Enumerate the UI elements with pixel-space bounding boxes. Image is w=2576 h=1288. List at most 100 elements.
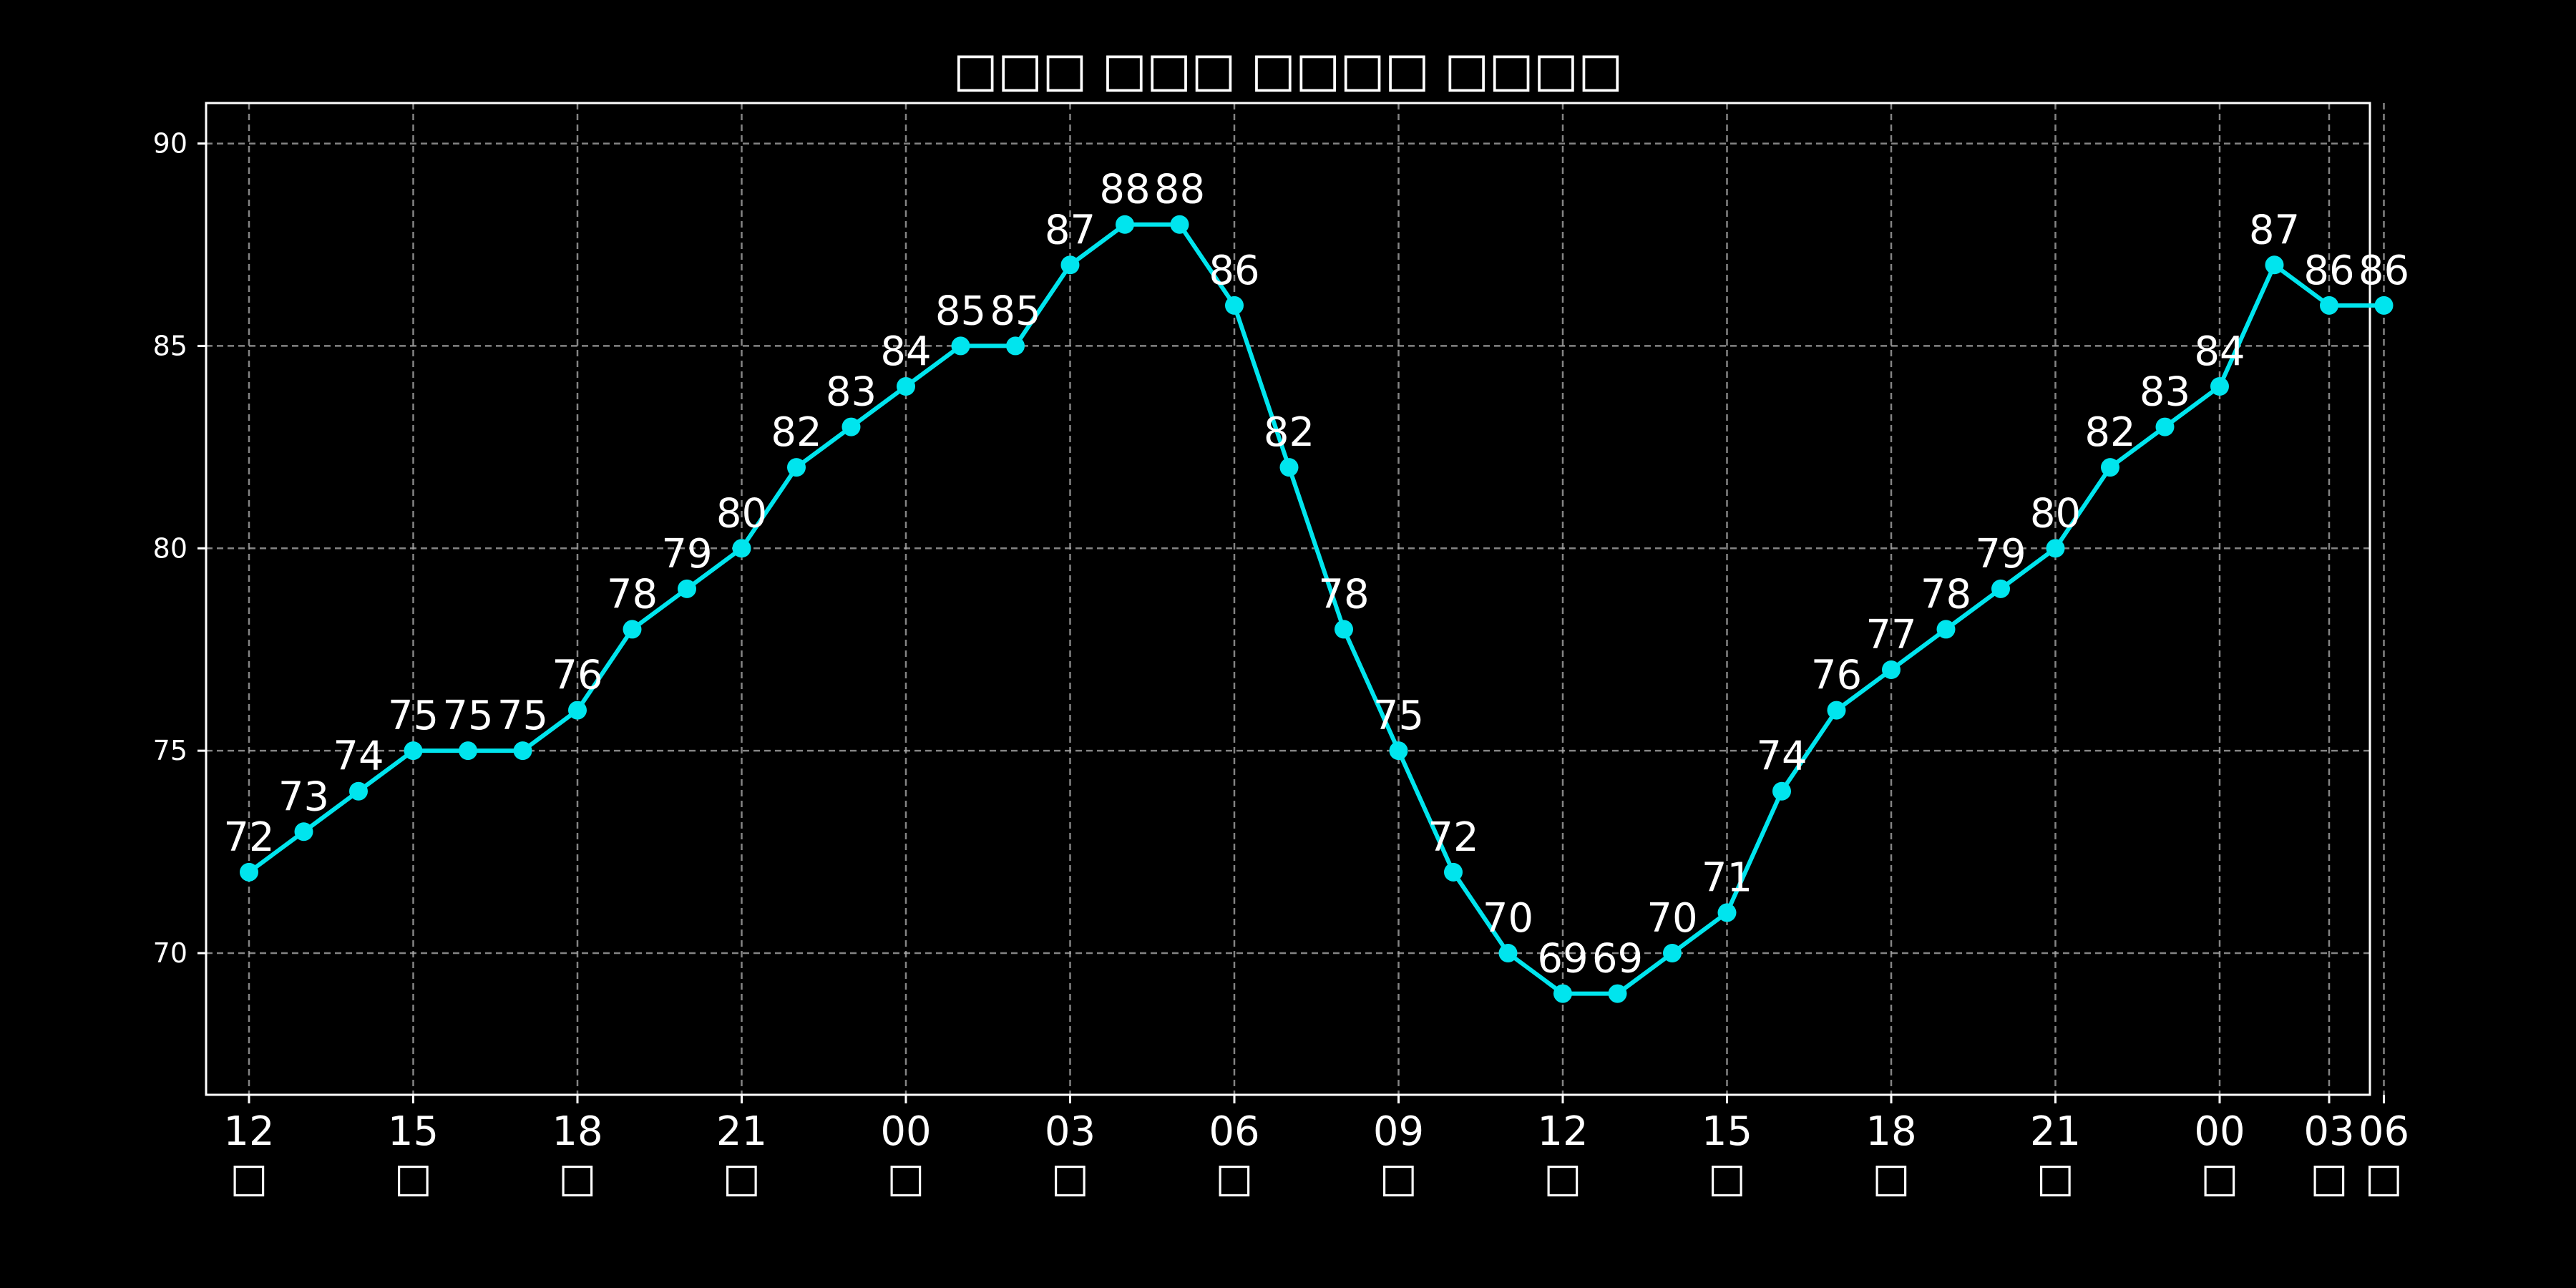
x-tick-sublabel: □	[723, 1155, 761, 1201]
data-label: 72	[1428, 814, 1478, 861]
data-point	[1335, 620, 1353, 639]
y-tick-label: 90	[153, 128, 187, 160]
x-tick-label: 21	[2030, 1108, 2081, 1155]
data-label: 70	[1646, 895, 1697, 942]
data-label: 84	[2194, 328, 2245, 375]
data-label: 83	[826, 369, 877, 416]
x-tick-label: 00	[880, 1108, 931, 1155]
x-tick-sublabel: □	[559, 1155, 597, 1201]
data-point	[1827, 701, 1846, 720]
data-point	[1936, 620, 1956, 639]
data-point	[1444, 862, 1463, 882]
y-tick-label: 75	[153, 735, 187, 766]
data-point	[2374, 296, 2394, 315]
data-point	[240, 862, 258, 882]
x-tick-sublabel: □	[2311, 1155, 2348, 1201]
x-tick-label: 18	[552, 1108, 602, 1155]
x-tick-label: 12	[223, 1108, 274, 1155]
data-label: 85	[935, 288, 986, 334]
data-label: 79	[661, 531, 712, 577]
data-label: 78	[1318, 571, 1369, 618]
data-point	[1116, 215, 1134, 234]
data-label: 73	[278, 774, 329, 820]
data-point	[1882, 660, 1901, 679]
data-point	[1553, 984, 1572, 1003]
x-tick-sublabel: □	[2201, 1155, 2239, 1201]
data-label: 72	[223, 814, 274, 861]
x-tick-sublabel: □	[1216, 1155, 1254, 1201]
x-tick-label: 03	[2303, 1108, 2354, 1155]
data-label: 75	[442, 693, 493, 739]
data-point	[897, 377, 915, 396]
data-point	[1170, 215, 1189, 234]
data-label: 69	[1592, 936, 1643, 982]
data-point	[1717, 903, 1737, 922]
data-label: 88	[1099, 167, 1150, 213]
data-point	[732, 539, 751, 558]
x-tick-label: 15	[1702, 1108, 1752, 1155]
data-label: 78	[1921, 571, 1971, 618]
data-label: 84	[880, 328, 931, 375]
x-tick-label: 06	[1209, 1108, 1259, 1155]
data-point	[1663, 944, 1682, 962]
data-point	[2101, 458, 2119, 477]
data-point	[2155, 417, 2175, 436]
chart-title: □□□ □□□ □□□□ □□□□	[953, 42, 1623, 97]
data-point	[1279, 458, 1299, 477]
data-label: 80	[716, 490, 767, 537]
y-tick-label: 80	[153, 532, 187, 564]
data-label: 82	[1264, 409, 1314, 456]
data-point	[1498, 944, 1518, 962]
data-label: 71	[1702, 854, 1752, 901]
data-label: 76	[552, 653, 602, 699]
data-label: 75	[497, 693, 548, 739]
data-point	[623, 620, 642, 639]
data-label: 87	[1045, 207, 1096, 253]
data-label: 74	[1756, 733, 1807, 780]
data-point	[1225, 296, 1244, 315]
x-tick-label: 06	[2358, 1108, 2409, 1155]
x-tick-label: 18	[1865, 1108, 1916, 1155]
y-tick-label: 85	[153, 330, 187, 361]
y-tick-label: 70	[153, 937, 187, 969]
data-point	[2265, 255, 2284, 275]
data-point	[678, 579, 696, 598]
x-tick-sublabel: □	[2365, 1155, 2403, 1201]
x-tick-sublabel: □	[230, 1155, 268, 1201]
data-label: 78	[607, 571, 658, 618]
data-label: 88	[1154, 167, 1205, 213]
data-point	[349, 781, 368, 801]
data-point	[2210, 377, 2229, 396]
data-point	[1060, 255, 1080, 275]
data-label: 85	[990, 288, 1040, 334]
data-point	[1389, 741, 1408, 761]
data-point	[2046, 539, 2065, 558]
data-label: 77	[1865, 612, 1916, 658]
data-label: 80	[2030, 490, 2081, 537]
data-label: 87	[2249, 207, 2300, 253]
data-label: 76	[1811, 653, 1862, 699]
series-line	[248, 222, 2384, 996]
data-point	[1006, 336, 1025, 356]
data-point	[404, 741, 423, 761]
data-label: 69	[1537, 936, 1588, 982]
plot-frame	[205, 102, 2371, 1096]
data-point	[1608, 984, 1627, 1003]
data-point	[841, 417, 861, 436]
x-tick-label: 00	[2194, 1108, 2245, 1155]
x-tick-sublabel: □	[887, 1155, 925, 1201]
data-label: 70	[1483, 895, 1533, 942]
x-tick-label: 03	[1045, 1108, 1096, 1155]
x-tick-sublabel: □	[1051, 1155, 1089, 1201]
data-label: 86	[2303, 248, 2354, 294]
data-label: 86	[1209, 248, 1259, 294]
x-tick-sublabel: □	[2036, 1155, 2074, 1201]
x-tick-sublabel: □	[1544, 1155, 1582, 1201]
data-point	[2320, 296, 2338, 315]
data-label: 82	[771, 409, 821, 456]
data-label: 74	[333, 733, 384, 780]
data-label: 83	[2140, 369, 2190, 416]
data-label: 75	[1373, 693, 1424, 739]
data-point	[459, 741, 477, 761]
